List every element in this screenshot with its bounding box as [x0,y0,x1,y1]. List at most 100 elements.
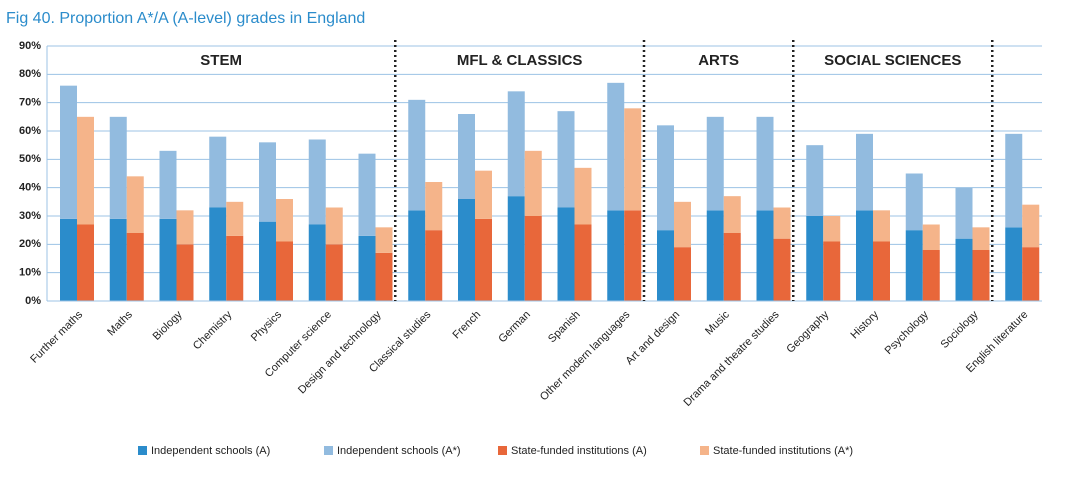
bar-segment [358,235,376,301]
legend-label: Independent schools (A*) [337,445,461,457]
bar-segment [806,216,824,301]
bar-segment [524,216,542,301]
bar-segment [276,241,293,301]
bar-segment [972,250,990,301]
bar-segment [308,139,326,225]
x-tick-label: Sociology [938,308,981,351]
bar-segment [375,227,393,253]
y-tick-label: 70% [19,97,41,109]
bar-segment [756,210,774,301]
bar-segment [873,241,890,301]
bar-segment [60,218,77,301]
bar-segment [706,116,724,211]
group-label: MFL & CLASSICS [457,52,583,69]
x-tick-label: Biology [151,308,185,342]
x-tick-label: French [450,309,483,342]
bar-segment [209,207,227,301]
bar-segment [823,241,841,301]
bar-segment [723,196,741,233]
bar-segment [955,187,973,239]
bar-segment [226,201,244,236]
x-tick-label: Chemistry [191,308,235,352]
bar-segment [674,247,691,301]
bar-segment [1005,227,1023,301]
bar-segment [507,91,525,197]
bar-segment [159,150,177,219]
group-label: ARTS [698,52,739,69]
y-tick-label: 0% [25,295,41,307]
y-tick-label: 20% [19,238,41,250]
legend-swatch [498,446,507,455]
bar-segment [607,210,625,301]
bar-segment [856,210,873,301]
bar-segment [1005,133,1023,228]
bar-segment [259,221,276,301]
x-tick-label: Spanish [546,309,583,346]
bar-segment [176,210,194,245]
bar-segment [458,199,475,301]
bar-segment [1022,204,1040,248]
x-tick-label: Maths [105,308,135,338]
bar-segment [126,233,144,301]
bar-segment [574,224,592,301]
bar-segment [475,170,492,219]
bar-segment [524,150,542,216]
bar-segment [408,210,426,301]
bar-segment [972,227,990,250]
bar-segment [507,196,525,301]
bar-segment [60,85,77,219]
bar-segment [375,252,393,301]
x-tick-label: Music [703,308,732,337]
x-tick-label: German [496,309,533,346]
bar-segment [922,224,940,250]
bar-segment [806,145,824,216]
bar-segment [624,210,642,301]
bar-segment [574,167,592,225]
legend-swatch [700,446,709,455]
x-tick-label: History [848,308,881,341]
bar-segment [109,116,127,219]
bar-segment [674,201,691,248]
x-tick-label: Psychology [883,308,932,357]
bar-segment [259,142,276,222]
legend-label: State-funded institutions (A*) [713,445,853,457]
group-label: STEM [200,52,242,69]
bar-segment [657,230,674,301]
group-label: SOCIAL SCIENCES [824,52,961,69]
bar-segment [77,116,94,225]
y-tick-label: 40% [19,182,41,194]
x-tick-label: Geography [784,308,831,355]
x-tick-label: Art and design [624,309,683,368]
bar-segment [109,218,127,301]
legend-swatch [138,446,147,455]
bar-segment [723,233,741,301]
bar-segment [756,116,774,211]
x-tick-label: Other modern languages [538,308,633,403]
bar-segment [607,82,625,211]
bar-segment [706,210,724,301]
y-tick-label: 30% [19,210,41,222]
bar-segment [823,216,841,242]
bar-segment [425,230,443,301]
bar-segment [475,218,492,301]
bar-segment [126,176,144,233]
bar-segment [77,224,94,301]
bar-segment [922,250,940,301]
bar-segment [308,224,326,301]
bar-segment [358,153,376,236]
y-tick-label: 80% [19,68,41,80]
x-tick-label: Drama and theatre studies [682,308,782,408]
bar-segment [425,182,443,231]
bar-segment [325,207,343,245]
bar-segment [856,133,873,211]
bar-segment [226,235,244,301]
bar-segment [624,108,642,211]
bar-segment [905,173,923,231]
y-tick-label: 50% [19,153,41,165]
bar-segment [1022,247,1040,301]
bar-segment [873,210,890,242]
bar-segment [773,207,791,239]
bar-segment [408,99,426,211]
bar-segment [905,230,923,301]
legend-label: State-funded institutions (A) [511,445,647,457]
